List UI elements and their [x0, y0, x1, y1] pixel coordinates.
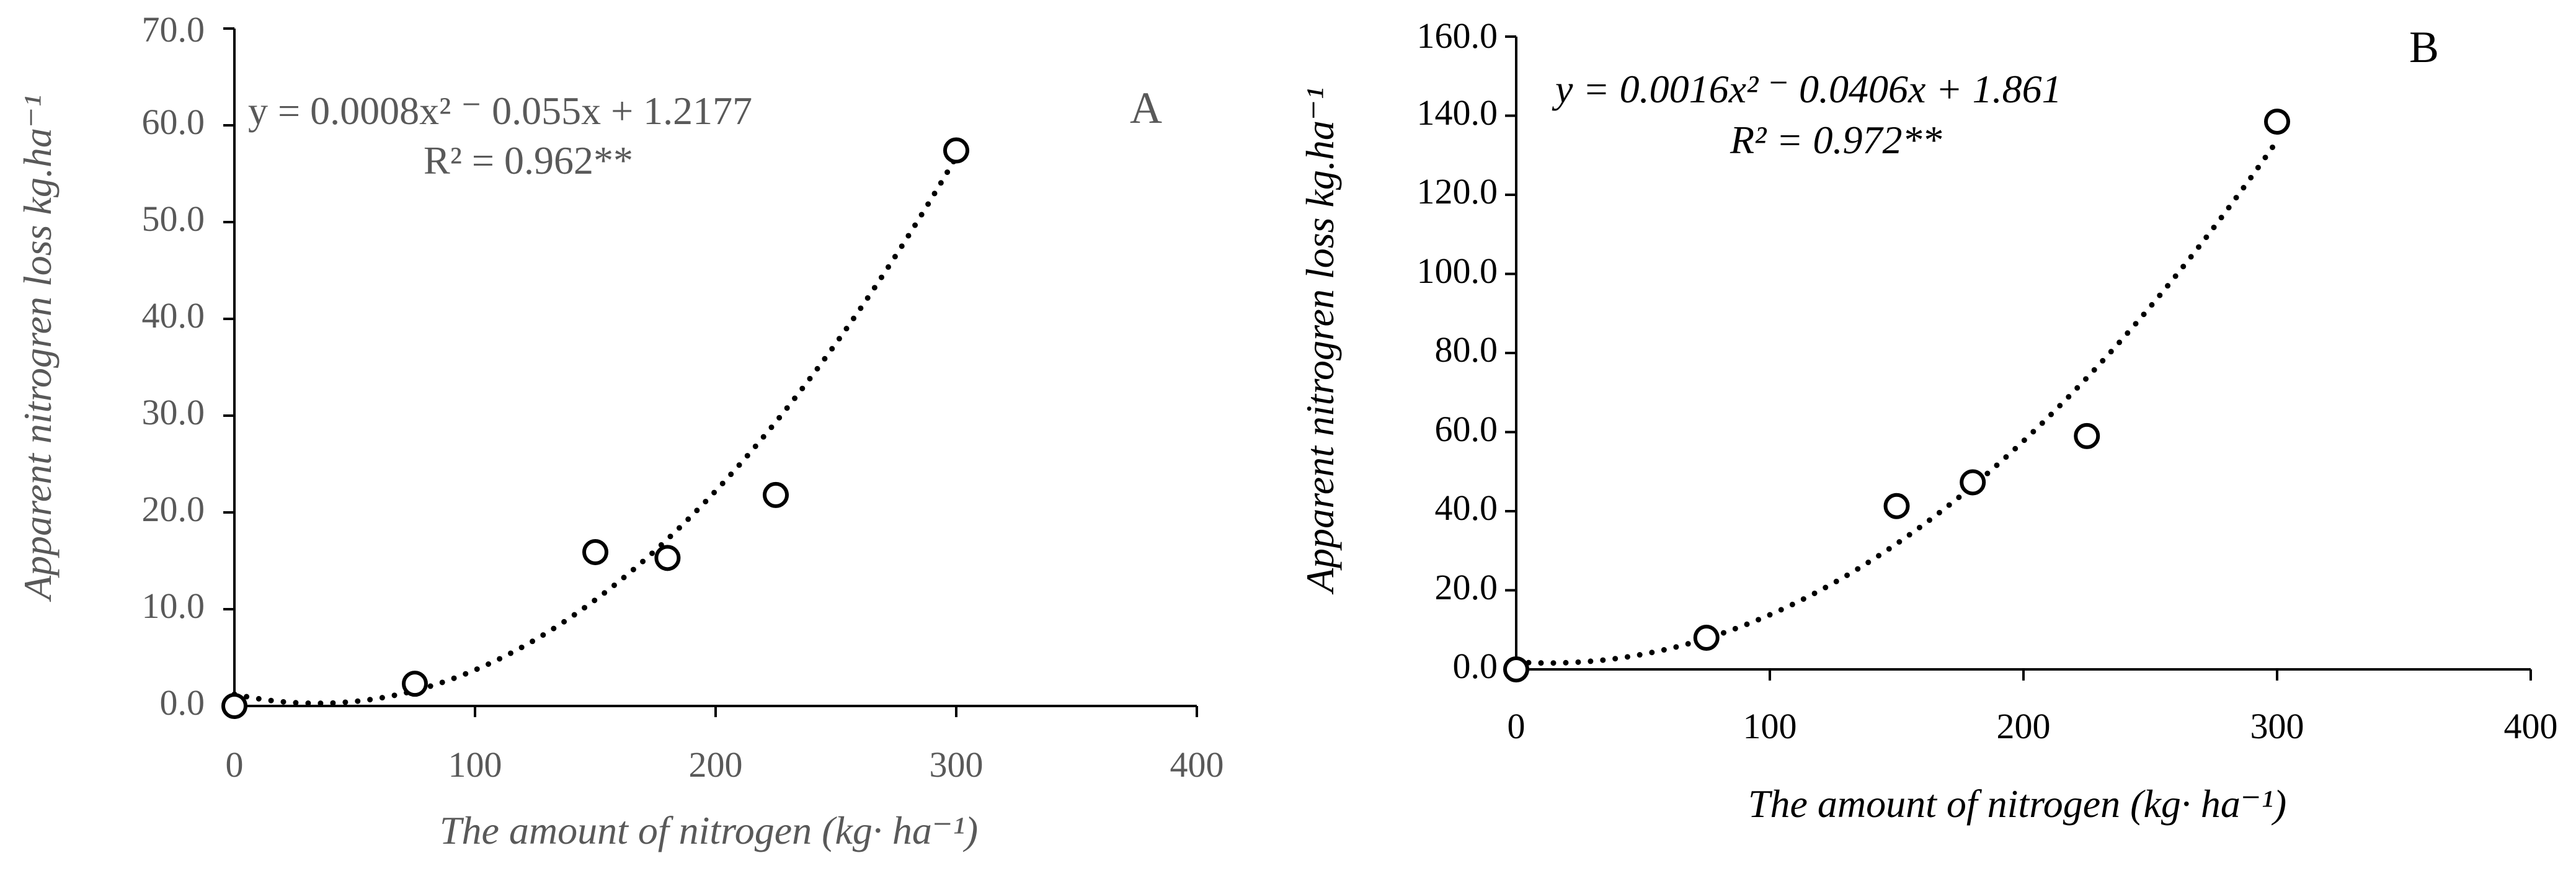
panel-b-y-tick-label: 20.0 [1435, 567, 1498, 607]
panel-a-trend-equation: y = 0.0008x² ⁻ 0.055x + 1.2177 [248, 89, 752, 133]
panel-a-y-tick-label: 60.0 [142, 102, 205, 142]
panel-b-y-tick-label: 80.0 [1435, 329, 1498, 370]
panel-a-data-point [221, 693, 247, 719]
panel-a-y-tick-label: 20.0 [142, 489, 205, 529]
panel-a-data-point [943, 137, 969, 164]
panel-b-data-layer [1503, 35, 2532, 682]
panel-b-trend-equation: y = 0.0016x² ⁻ 0.0406x + 1.861 [1552, 67, 2062, 111]
panel-a-y-tick-label: 40.0 [142, 295, 205, 336]
panel-b-data-point [1503, 656, 1529, 682]
panel-b-y-tick-label: 140.0 [1417, 92, 1498, 133]
panel-a-x-tick-label: 0 [226, 744, 244, 785]
panel-a-x-axis-title: The amount of nitrogen (kg· ha⁻¹) [440, 808, 978, 852]
panel-a-trendline [231, 154, 959, 707]
panel-b-y-tick-label: 160.0 [1417, 16, 1498, 56]
panel-b-x-tick-label: 300 [2250, 706, 2304, 746]
panel-a-data-point [402, 671, 428, 697]
chart-panel-b: 0.0 20.0 40.0 60.0 80.0 100.0 120.0 140.… [1298, 16, 2558, 826]
panel-b-data-point [2264, 109, 2290, 135]
panel-a-y-tick-label: 0.0 [160, 682, 205, 723]
panel-b-y-axis-title: Apparent nitrogren loss kg.ha⁻¹ [1298, 87, 1342, 595]
panel-b-x-axis-title: The amount of nitrogen (kg· ha⁻¹) [1748, 782, 2286, 826]
panel-b-data-point [2074, 422, 2100, 449]
panel-a-y-tick-label: 30.0 [142, 392, 205, 432]
panel-a-r-squared: R² = 0.962** [424, 138, 633, 182]
panel-b-x-tick-label: 400 [2504, 706, 2558, 746]
panel-b-panel-label: B [2409, 22, 2439, 72]
panel-a-y-tick-label: 70.0 [142, 9, 205, 50]
panel-a-data-point [582, 538, 608, 565]
panel-b-r-squared: R² = 0.972** [1730, 118, 1942, 162]
panel-b-y-tick-label: 0.0 [1453, 646, 1498, 686]
panel-b-trendline [1513, 138, 2280, 666]
panel-b-data-point [1960, 469, 1986, 496]
panel-b-y-tick-label: 100.0 [1417, 251, 1498, 291]
panel-b-y-tick-label: 120.0 [1417, 171, 1498, 212]
panel-b-y-tick-label: 40.0 [1435, 488, 1498, 528]
panel-b-x-tick-label: 100 [1743, 706, 1797, 746]
panel-a-x-tick-label: 400 [1170, 744, 1224, 785]
chart-panel-a: 0.0 10.0 20.0 30.0 40.0 50.0 60.0 70.0 0… [16, 9, 1224, 852]
panel-a-y-tick-label: 10.0 [142, 586, 205, 626]
panel-a-data-point [763, 481, 789, 508]
panel-a-data-layer [221, 27, 1198, 719]
panel-b-x-tick-label: 0 [1508, 706, 1526, 746]
panel-a-x-tick-label: 200 [689, 744, 743, 785]
panel-a-y-axis-title: Apparent nitrogren loss kg.ha⁻¹ [16, 95, 60, 602]
panel-b-data-point [1883, 493, 1910, 519]
panel-b-x-tick-label: 200 [1997, 706, 2051, 746]
panel-a-x-tick-label: 100 [448, 744, 502, 785]
panel-a-data-point [654, 545, 681, 571]
panel-a-y-tick-label: 50.0 [142, 199, 205, 239]
panel-b-y-tick-label: 60.0 [1435, 409, 1498, 449]
panel-a-panel-label: A [1130, 83, 1162, 133]
panel-a-x-tick-label: 300 [930, 744, 984, 785]
panel-b-data-point [1693, 625, 1720, 651]
